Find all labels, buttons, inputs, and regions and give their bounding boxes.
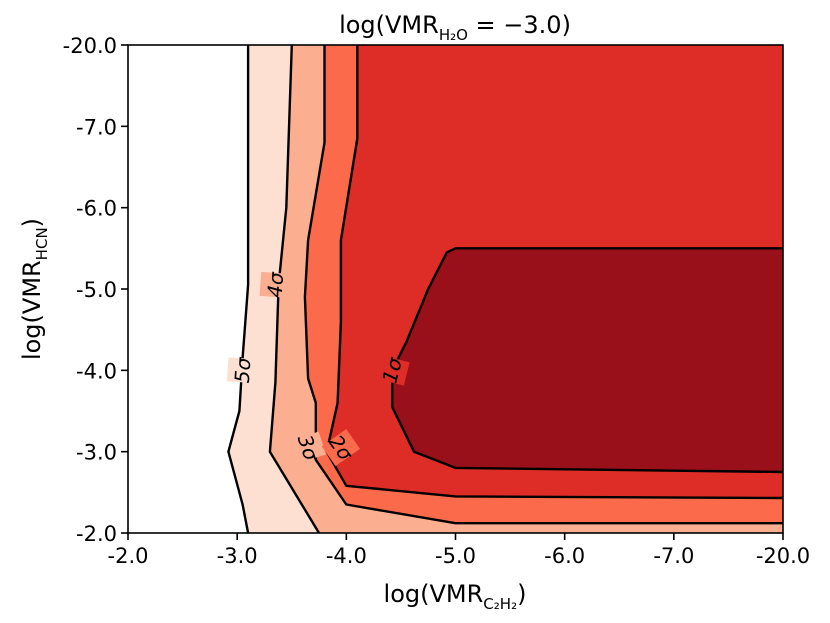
x-tick-label: -2.0 (108, 544, 149, 568)
contour-label-mask (321, 429, 361, 467)
y-tick-label: -5.0 (76, 278, 117, 302)
contour-line-4sigma (268, 45, 321, 533)
x-tick-label: -5.0 (435, 544, 476, 568)
y-axis-label-suffix: ) (18, 218, 46, 227)
x-tick-label: -4.0 (326, 544, 367, 568)
chart-title-subscript: H₂O (439, 26, 468, 44)
x-axis-label: log(VMRC₂H₂) (384, 580, 527, 613)
x-axis-label-prefix: log(VMR (384, 580, 484, 608)
y-axis-label-prefix: log(VMR (18, 260, 46, 360)
x-tick-label: -3.0 (217, 544, 258, 568)
x-tick-label: -6.0 (544, 544, 585, 568)
chart-title: log(VMRH₂O = −3.0) (339, 11, 571, 44)
y-tick-label: -6.0 (76, 197, 117, 221)
y-tick-label: -3.0 (76, 441, 117, 465)
y-tick-label: -2.0 (76, 522, 117, 546)
chart-title-prefix: log(VMR (339, 11, 439, 39)
contour-label-mask (226, 357, 259, 384)
contour-label-mask (374, 355, 410, 386)
contour-line-5sigma (227, 45, 250, 533)
y-axis-label-subscript: HCN (33, 227, 51, 260)
contour-label-mask (259, 271, 292, 298)
contour-label-mask (290, 431, 327, 464)
x-tick-label: -7.0 (653, 544, 694, 568)
x-axis-label-subscript: C₂H₂ (483, 595, 517, 613)
x-tick-label: -20.0 (756, 544, 810, 568)
chart-title-suffix: = −3.0) (468, 11, 571, 39)
y-tick-label: -7.0 (76, 115, 117, 139)
contour-line-1sigma (391, 247, 783, 474)
y-tick-label: -4.0 (76, 359, 117, 383)
y-tick-label: -20.0 (63, 34, 117, 58)
contour-label-5sigma: 5σ (230, 356, 256, 384)
x-axis-ticks: -2.0 -3.0 -4.0 -5.0 -6.0 -7.0 -20.0 (108, 533, 810, 568)
x-axis-label-suffix: ) (517, 580, 526, 608)
contour-line-2sigma (325, 45, 783, 500)
contour-lines (227, 45, 783, 533)
contour-regions (128, 45, 783, 533)
region-1sigma (392, 45, 783, 472)
contour-line-3sigma (303, 45, 783, 525)
y-axis-ticks: -2.0 -3.0 -4.0 -5.0 -6.0 -7.0 -20.0 (63, 34, 128, 546)
contour-label-4sigma: 4σ (263, 270, 289, 298)
y-axis-label: log(VMRHCN) (18, 218, 51, 360)
